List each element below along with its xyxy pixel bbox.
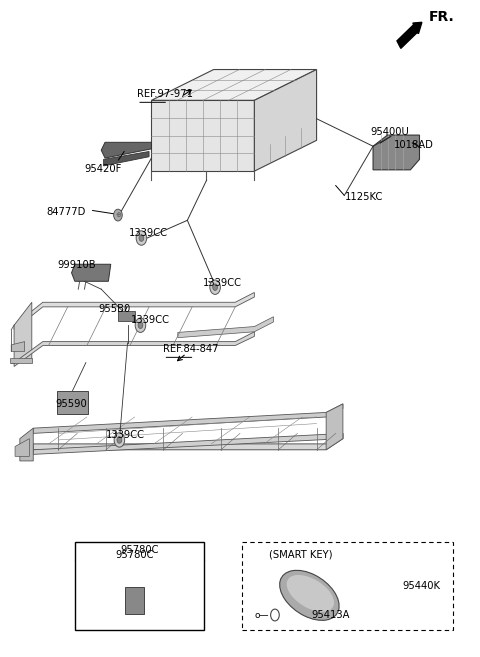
- Circle shape: [139, 235, 144, 241]
- Circle shape: [114, 433, 125, 447]
- Polygon shape: [72, 264, 111, 281]
- Text: 99910B: 99910B: [57, 260, 96, 270]
- Text: 1339CC: 1339CC: [106, 430, 145, 440]
- Polygon shape: [125, 587, 144, 614]
- Text: FR.: FR.: [429, 10, 455, 24]
- Circle shape: [136, 231, 147, 245]
- Polygon shape: [33, 434, 343, 455]
- Text: 84777D: 84777D: [46, 207, 85, 217]
- Circle shape: [114, 209, 122, 221]
- Polygon shape: [178, 317, 274, 338]
- Text: ⊕: ⊕: [115, 212, 121, 218]
- Text: 95420F: 95420F: [84, 164, 122, 173]
- Polygon shape: [33, 404, 343, 434]
- Circle shape: [210, 280, 220, 294]
- Polygon shape: [152, 101, 254, 171]
- Text: 95780C: 95780C: [116, 550, 154, 560]
- Polygon shape: [14, 332, 254, 367]
- Polygon shape: [254, 70, 317, 171]
- Circle shape: [138, 322, 143, 328]
- Polygon shape: [152, 70, 317, 101]
- Polygon shape: [20, 428, 33, 461]
- Text: 955B0: 955B0: [99, 304, 131, 314]
- Text: o—: o—: [254, 610, 269, 620]
- FancyArrow shape: [397, 22, 422, 49]
- Polygon shape: [10, 358, 32, 363]
- Polygon shape: [101, 143, 152, 158]
- Text: 1018AD: 1018AD: [394, 140, 434, 150]
- Ellipse shape: [287, 575, 334, 612]
- Text: 1339CC: 1339CC: [131, 315, 170, 325]
- Text: (SMART KEY): (SMART KEY): [269, 549, 332, 559]
- Text: 95413A: 95413A: [312, 610, 350, 620]
- Polygon shape: [14, 302, 32, 363]
- Ellipse shape: [280, 570, 339, 620]
- Text: 95440K: 95440K: [403, 581, 441, 591]
- Text: 95590: 95590: [56, 399, 87, 409]
- Polygon shape: [33, 434, 343, 450]
- Polygon shape: [326, 404, 343, 450]
- Text: 95780C: 95780C: [120, 545, 159, 555]
- Polygon shape: [15, 439, 29, 457]
- Circle shape: [117, 437, 122, 443]
- Text: 95400U: 95400U: [370, 127, 409, 137]
- Polygon shape: [57, 391, 88, 414]
- Bar: [75, 541, 204, 630]
- Text: 1125KC: 1125KC: [345, 193, 384, 202]
- Circle shape: [135, 318, 146, 332]
- Polygon shape: [11, 342, 24, 351]
- Polygon shape: [118, 311, 135, 321]
- Polygon shape: [373, 135, 420, 170]
- Text: 1339CC: 1339CC: [129, 229, 168, 238]
- Text: REF.84-847: REF.84-847: [163, 344, 219, 355]
- Polygon shape: [14, 292, 254, 330]
- Polygon shape: [104, 152, 149, 166]
- Text: 1339CC: 1339CC: [203, 278, 241, 288]
- FancyBboxPatch shape: [242, 541, 453, 630]
- Circle shape: [213, 284, 217, 290]
- Text: REF.97-971: REF.97-971: [137, 89, 193, 99]
